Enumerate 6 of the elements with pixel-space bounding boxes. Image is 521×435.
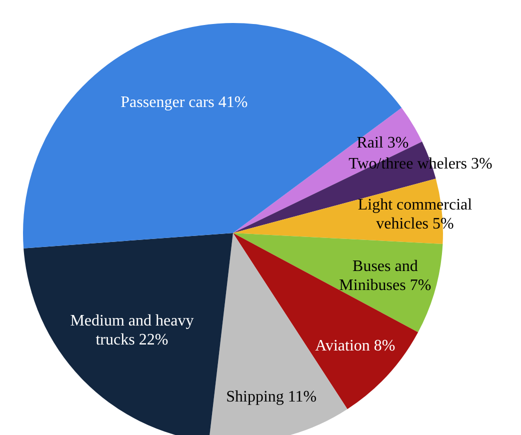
slice-label: Passenger cars 41% bbox=[120, 93, 248, 110]
slice-label: Rail 3% bbox=[356, 134, 409, 151]
slice-label: Medium and heavy trucks 22% bbox=[70, 312, 194, 348]
slice-label: Buses and Minibuses 7% bbox=[339, 257, 432, 294]
slice-label: Aviation 8% bbox=[315, 336, 396, 354]
slice-label: Shipping 11% bbox=[226, 388, 317, 406]
